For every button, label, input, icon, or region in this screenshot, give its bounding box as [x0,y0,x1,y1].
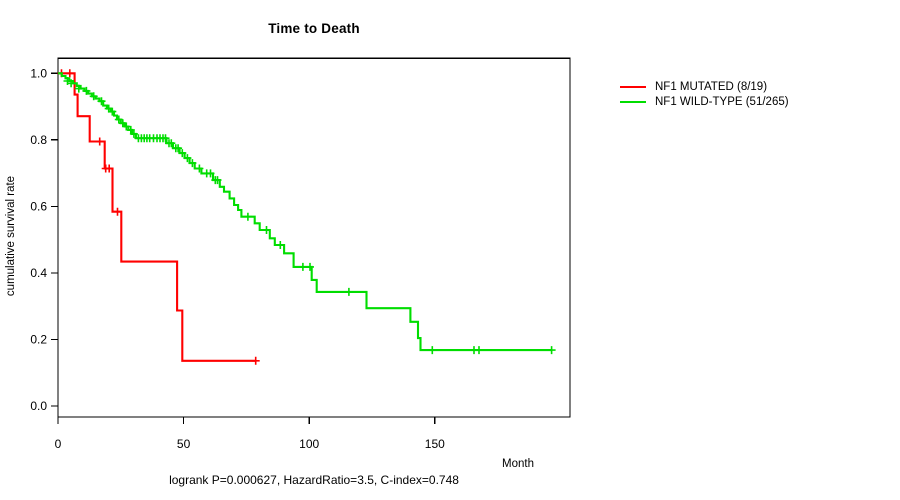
x-tick-label: 50 [177,437,191,451]
legend-label-mutated: NF1 MUTATED (8/19) [655,80,768,93]
x-tick-label: 150 [425,437,445,451]
x-tick-label: 0 [55,437,62,451]
y-tick-label: 0.2 [30,333,47,347]
plot-box [57,57,571,418]
y-tick-label: 0.6 [30,200,47,214]
x-tick-label: 100 [299,437,319,451]
y-tick-label: 0.8 [30,133,47,147]
legend-label-wildtype: NF1 WILD-TYPE (51/265) [655,95,789,108]
y-tick-label: 1.0 [30,67,47,81]
stats-caption: logrank P=0.000627, HazardRatio=3.5, C-i… [169,473,459,487]
legend: NF1 MUTATED (8/19) NF1 WILD-TYPE (51/265… [620,79,789,109]
chart-title: Time to Death [268,21,360,36]
y-axis-label: cumulative survival rate [5,175,17,297]
y-tick-label: 0.4 [30,266,47,280]
y-tick-label: 0.0 [30,399,47,413]
legend-line-red [620,85,646,88]
x-axis-label: Month [502,458,534,470]
legend-item-mutated: NF1 MUTATED (8/19) [620,79,789,94]
censor-marks [57,69,260,365]
legend-item-wildtype: NF1 WILD-TYPE (51/265) [620,94,789,109]
survival-curve [58,72,256,362]
legend-line-green [620,100,646,103]
censor-marks [63,77,556,355]
survival-curve [58,72,552,352]
